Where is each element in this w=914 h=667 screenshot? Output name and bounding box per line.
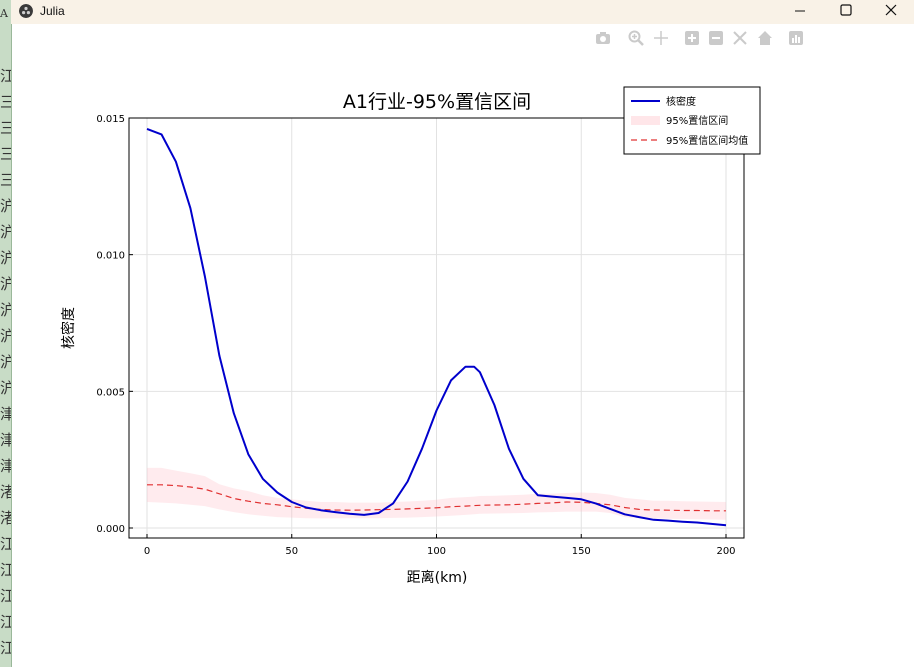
strip-char: 沪 <box>0 272 11 296</box>
strip-char: 三 <box>0 90 11 114</box>
background-window-strip: A 江三三三三沪沪沪沪沪沪沪沪津津津渚渚江江江江江 <box>0 0 12 667</box>
legend-label-ci-mean: 95%置信区间均值 <box>666 134 748 147</box>
strip-char: 江 <box>0 584 11 608</box>
strip-char: 沪 <box>0 376 11 400</box>
autoscale-icon[interactable] <box>732 30 748 46</box>
x-axis-label: 距离(km) <box>407 569 468 586</box>
legend-swatch-ci <box>631 116 660 125</box>
y-tick-label: 0.010 <box>96 251 125 262</box>
julia-app-icon <box>19 4 33 18</box>
maximize-icon <box>840 4 852 16</box>
strip-char: 津 <box>0 454 11 478</box>
zoom-out-icon[interactable] <box>708 30 724 46</box>
strip-char: 津 <box>0 428 11 452</box>
band-layer <box>147 467 726 520</box>
ci-band <box>147 467 726 520</box>
kde-line <box>146 127 727 527</box>
minimize-button[interactable] <box>777 0 823 24</box>
y-axis-label: 核密度 <box>60 307 77 349</box>
strip-char: 沪 <box>0 298 11 322</box>
minimize-icon <box>795 10 805 12</box>
x-tick-label: 100 <box>427 546 446 557</box>
strip-char: 渚 <box>0 506 11 530</box>
x-tick-label: 200 <box>716 546 735 557</box>
home-icon[interactable] <box>757 30 773 46</box>
strip-char: 沪 <box>0 194 11 218</box>
strip-char: 沪 <box>0 246 11 270</box>
x-tick-label: 150 <box>572 546 591 557</box>
strip-top-char: A <box>0 7 8 20</box>
x-tick-label: 0 <box>144 546 150 557</box>
window-title: Julia <box>40 4 65 18</box>
strip-char: 江 <box>0 558 11 582</box>
pan-icon[interactable] <box>653 30 669 46</box>
strip-char: 津 <box>0 402 11 426</box>
maximize-button[interactable] <box>823 0 869 24</box>
legend: 核密度 95%置信区间 95%置信区间均值 <box>623 86 761 155</box>
tick-layer: 0 50 100 150 200 0.000 0.005 0.010 0.015 <box>96 114 735 557</box>
strip-char: 沪 <box>0 220 11 244</box>
legend-box <box>623 86 761 155</box>
y-tick-label: 0.015 <box>96 114 125 125</box>
strip-char: 三 <box>0 116 11 140</box>
zoom-icon[interactable] <box>628 30 644 46</box>
strip-char: 沪 <box>0 350 11 374</box>
strip-char: 江 <box>0 532 11 556</box>
y-tick-label: 0.000 <box>96 524 125 535</box>
strip-char: 三 <box>0 168 11 192</box>
plotly-icon[interactable] <box>788 30 804 46</box>
strip-char: 沪 <box>0 324 11 348</box>
strip-char: 江 <box>0 610 11 634</box>
strip-char: 江 <box>0 64 11 88</box>
line-layer <box>146 127 727 527</box>
camera-icon[interactable] <box>595 30 611 46</box>
strip-char: 三 <box>0 142 11 166</box>
strip-char: 渚 <box>0 480 11 504</box>
chart-title: A1行业-95%置信区间 <box>343 91 531 113</box>
close-button[interactable] <box>868 0 914 24</box>
ci-mean-line <box>147 484 726 512</box>
plot-frame <box>128 117 745 539</box>
strip-char: 江 <box>0 636 11 660</box>
legend-label-ci: 95%置信区间 <box>666 114 728 127</box>
x-tick-label: 50 <box>285 546 298 557</box>
zoom-in-icon[interactable] <box>684 30 700 46</box>
y-tick-label: 0.005 <box>96 387 125 398</box>
legend-label-kde: 核密度 <box>666 95 696 108</box>
grid-layer <box>129 117 744 538</box>
close-icon <box>885 4 897 16</box>
window-titlebar[interactable]: Julia <box>11 0 914 24</box>
